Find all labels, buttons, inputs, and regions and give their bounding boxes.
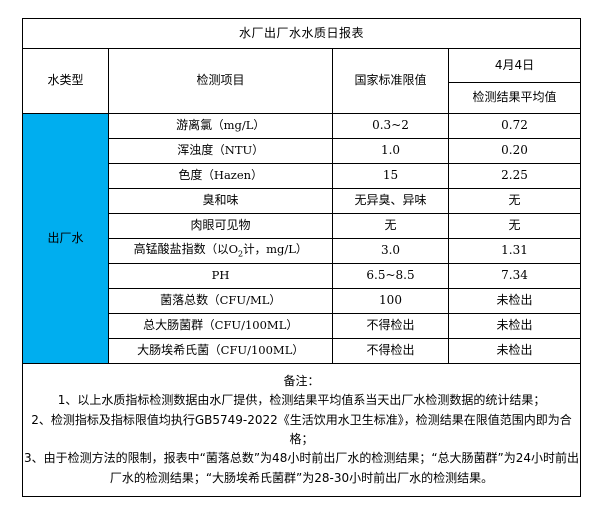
limit-cell: 3.0 (332, 238, 449, 264)
result-cell: 未检出 (447, 338, 582, 364)
test-item-unit: （mg/L） (212, 118, 265, 133)
result-cell: 未检出 (447, 288, 582, 314)
test-item-cell: 浑浊度（NTU） (108, 138, 333, 164)
subscript-two: 2 (238, 249, 244, 259)
table-subheader-row: 检测结果平均值 (23, 82, 582, 114)
column-header-date: 4月4日 (447, 48, 582, 83)
result-cell: 1.31 (447, 238, 582, 264)
table-row: 浑浊度（NTU） 1.0 0.20 (23, 138, 582, 164)
column-header-test-item: 检测项目 (108, 48, 333, 114)
limit-cell: 15 (332, 163, 449, 189)
test-item-name: 大肠埃希氏菌 (137, 343, 210, 358)
test-item-cell: 大肠埃希氏菌（CFU/100ML） (108, 338, 333, 364)
table-row: 臭和味 无异臭、异味 无 (23, 188, 582, 214)
test-item-unit: （以O2计，mg/L） (205, 242, 308, 259)
column-header-water-type: 水类型 (22, 48, 109, 114)
notes-line-2: 2、检测指标及指标限值均执行GB5749-2022《生活饮用水卫生标准》，检测结… (31, 412, 572, 446)
result-cell: 无 (447, 213, 582, 239)
table-row: PH 6.5~8.5 7.34 (23, 263, 582, 289)
water-type-cell: 出厂水 (22, 113, 109, 364)
test-item-unit: （CFU/ML） (208, 293, 281, 308)
result-cell: 无 (447, 188, 582, 214)
table-row: 出厂水 游离氯（mg/L） 0.3~2 0.72 (22, 113, 582, 364)
page-title: 水厂出厂水水质日报表 (21, 18, 582, 49)
test-item-cell: 臭和味 (108, 188, 333, 214)
limit-cell: 无异臭、异味 (332, 188, 449, 214)
test-item-name: 游离氯 (176, 118, 213, 133)
table-row: 总大肠菌群（CFU/100ML） 不得检出 未检出 (23, 313, 582, 339)
test-item-unit: （NTU） (213, 143, 264, 158)
notes-row: 备注： 1、以上水质指标检测数据由水厂提供，检测结果平均值系当天出厂水检测数据的… (21, 363, 582, 497)
water-quality-table: 水厂出厂水水质日报表 水类型 检测项目 国家标准限值 4月4日 检测结果平均值 … (21, 18, 582, 497)
test-item-name: PH (211, 268, 230, 283)
limit-cell: 不得检出 (332, 313, 449, 339)
test-item-name: 菌落总数 (160, 293, 209, 308)
notes-line-3: 3、由于检测方法的限制，报表中“菌落总数”为48小时前出厂水的检测结果；“总大肠… (23, 451, 580, 485)
test-item-name: 臭和味 (202, 193, 239, 208)
notes-line-1: 1、以上水质指标检测数据由水厂提供，检测结果平均值系当天出厂水检测数据的统计结果… (57, 393, 546, 408)
limit-cell: 1.0 (332, 138, 449, 164)
column-header-national-limit: 国家标准限值 (332, 48, 449, 114)
test-item-name: 高锰酸盐指数 (133, 242, 206, 257)
test-item-name: 浑浊度 (177, 143, 214, 158)
test-item-unit: （CFU/100ML） (209, 343, 304, 358)
test-item-cell: 菌落总数（CFU/ML） (108, 288, 333, 314)
notes-heading: 备注： (283, 373, 320, 388)
test-item-name: 色度 (178, 168, 203, 183)
table-row: 大肠埃希氏菌（CFU/100ML） 不得检出 未检出 (23, 338, 582, 364)
test-item-cell: 高锰酸盐指数（以O2计，mg/L） (108, 238, 333, 264)
result-cell: 2.25 (447, 163, 582, 189)
limit-cell: 100 (332, 288, 449, 314)
result-cell: 0.20 (447, 138, 582, 164)
limit-cell: 6.5~8.5 (332, 263, 449, 289)
test-item-cell: 肉眼可见物 (108, 213, 333, 239)
water-quality-report: 水厂出厂水水质日报表 水类型 检测项目 国家标准限值 4月4日 检测结果平均值 … (21, 18, 582, 497)
table-row: 菌落总数（CFU/ML） 100 未检出 (23, 288, 582, 314)
test-item-name: 肉眼可见物 (190, 218, 251, 233)
limit-cell: 0.3~2 (332, 113, 449, 139)
table-row: 高锰酸盐指数（以O2计，mg/L） 3.0 1.31 (23, 238, 582, 264)
column-header-date-subtitle: 检测结果平均值 (447, 82, 582, 114)
result-cell: 0.72 (447, 113, 582, 139)
test-item-cell: PH (108, 263, 333, 289)
test-item-unit: （CFU/100ML） (203, 318, 298, 333)
table-title-row: 水厂出厂水水质日报表 (21, 18, 582, 49)
test-item-cell: 游离氯（mg/L） (108, 113, 333, 139)
result-cell: 未检出 (447, 313, 582, 339)
result-cell: 7.34 (447, 263, 582, 289)
notes-cell: 备注： 1、以上水质指标检测数据由水厂提供，检测结果平均值系当天出厂水检测数据的… (21, 363, 582, 497)
table-row: 色度（Hazen） 15 2.25 (23, 163, 582, 189)
limit-cell: 不得检出 (332, 338, 449, 364)
test-item-cell: 总大肠菌群（CFU/100ML） (108, 313, 333, 339)
test-item-name: 总大肠菌群 (143, 318, 204, 333)
test-item-unit: （Hazen） (202, 168, 263, 183)
limit-cell: 无 (332, 213, 449, 239)
test-item-cell: 色度（Hazen） (108, 163, 333, 189)
table-header-row: 水类型 检测项目 国家标准限值 4月4日 (22, 48, 582, 114)
